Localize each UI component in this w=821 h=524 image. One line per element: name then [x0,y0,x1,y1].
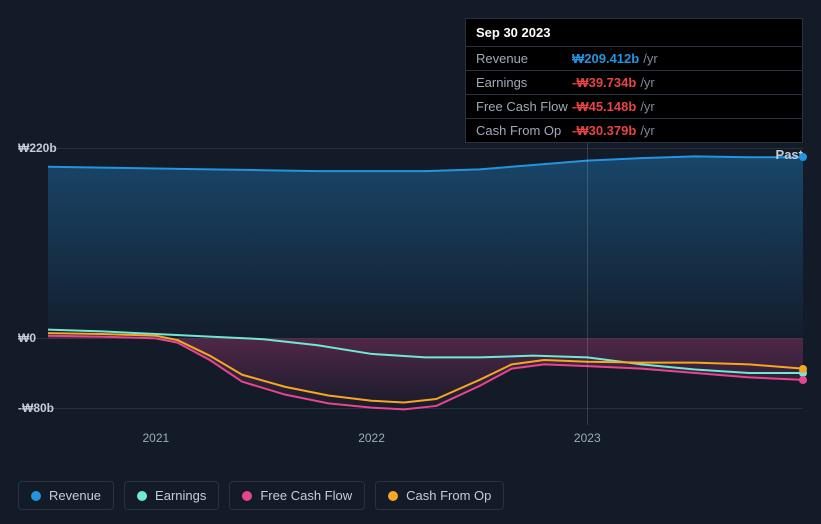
financials-chart[interactable]: ₩220b₩0-₩80b Past 202120222023 [18,125,803,445]
tooltip-row: Cash From Op-₩30.379b/yr [466,119,802,142]
legend: Revenue Earnings Free Cash Flow Cash From O… [18,481,504,510]
legend-item-revenue[interactable]: Revenue [18,481,114,510]
series-end-dot [799,376,807,384]
tooltip-value: -₩39.734b [572,75,636,90]
tooltip-suffix: /yr [643,51,657,66]
legend-item-fcf[interactable]: Free Cash Flow [229,481,365,510]
tooltip-suffix: /yr [640,123,654,138]
x-axis-tick: 2022 [358,431,385,445]
chart-container: { "tooltip": { "date": "Sep 30 2023", "s… [0,0,821,524]
x-axis-tick: 2021 [142,431,169,445]
legend-swatch [137,491,147,501]
series-end-dot [799,153,807,161]
tooltip-suffix: /yr [640,75,654,90]
legend-label: Revenue [49,488,101,503]
legend-item-cfo[interactable]: Cash From Op [375,481,504,510]
current-date-marker [587,139,588,425]
y-axis-tick: ₩0 [18,331,36,345]
legend-swatch [388,491,398,501]
tooltip-label: Earnings [476,75,572,90]
legend-label: Free Cash Flow [260,488,352,503]
x-axis-tick: 2023 [574,431,601,445]
tooltip-value: -₩30.379b [572,123,636,138]
legend-item-earnings[interactable]: Earnings [124,481,219,510]
tooltip-row: Earnings-₩39.734b/yr [466,71,802,95]
tooltip-label: Revenue [476,51,572,66]
legend-swatch [31,491,41,501]
tooltip-value: ₩209.412b [572,51,639,66]
legend-label: Cash From Op [406,488,491,503]
legend-label: Earnings [155,488,206,503]
tooltip-row: Free Cash Flow-₩45.148b/yr [466,95,802,119]
tooltip-value: -₩45.148b [572,99,636,114]
tooltip-label: Cash From Op [476,123,572,138]
series-end-dot [799,365,807,373]
tooltip-date: Sep 30 2023 [466,19,802,47]
tooltip-suffix: /yr [640,99,654,114]
y-axis-tick: ₩220b [18,141,57,155]
tooltip-panel: Sep 30 2023 Revenue₩209.412b/yrEarnings-… [465,18,803,143]
tooltip-label: Free Cash Flow [476,99,572,114]
tooltip-row: Revenue₩209.412b/yr [466,47,802,71]
y-axis-tick: -₩80b [18,401,54,415]
legend-swatch [242,491,252,501]
